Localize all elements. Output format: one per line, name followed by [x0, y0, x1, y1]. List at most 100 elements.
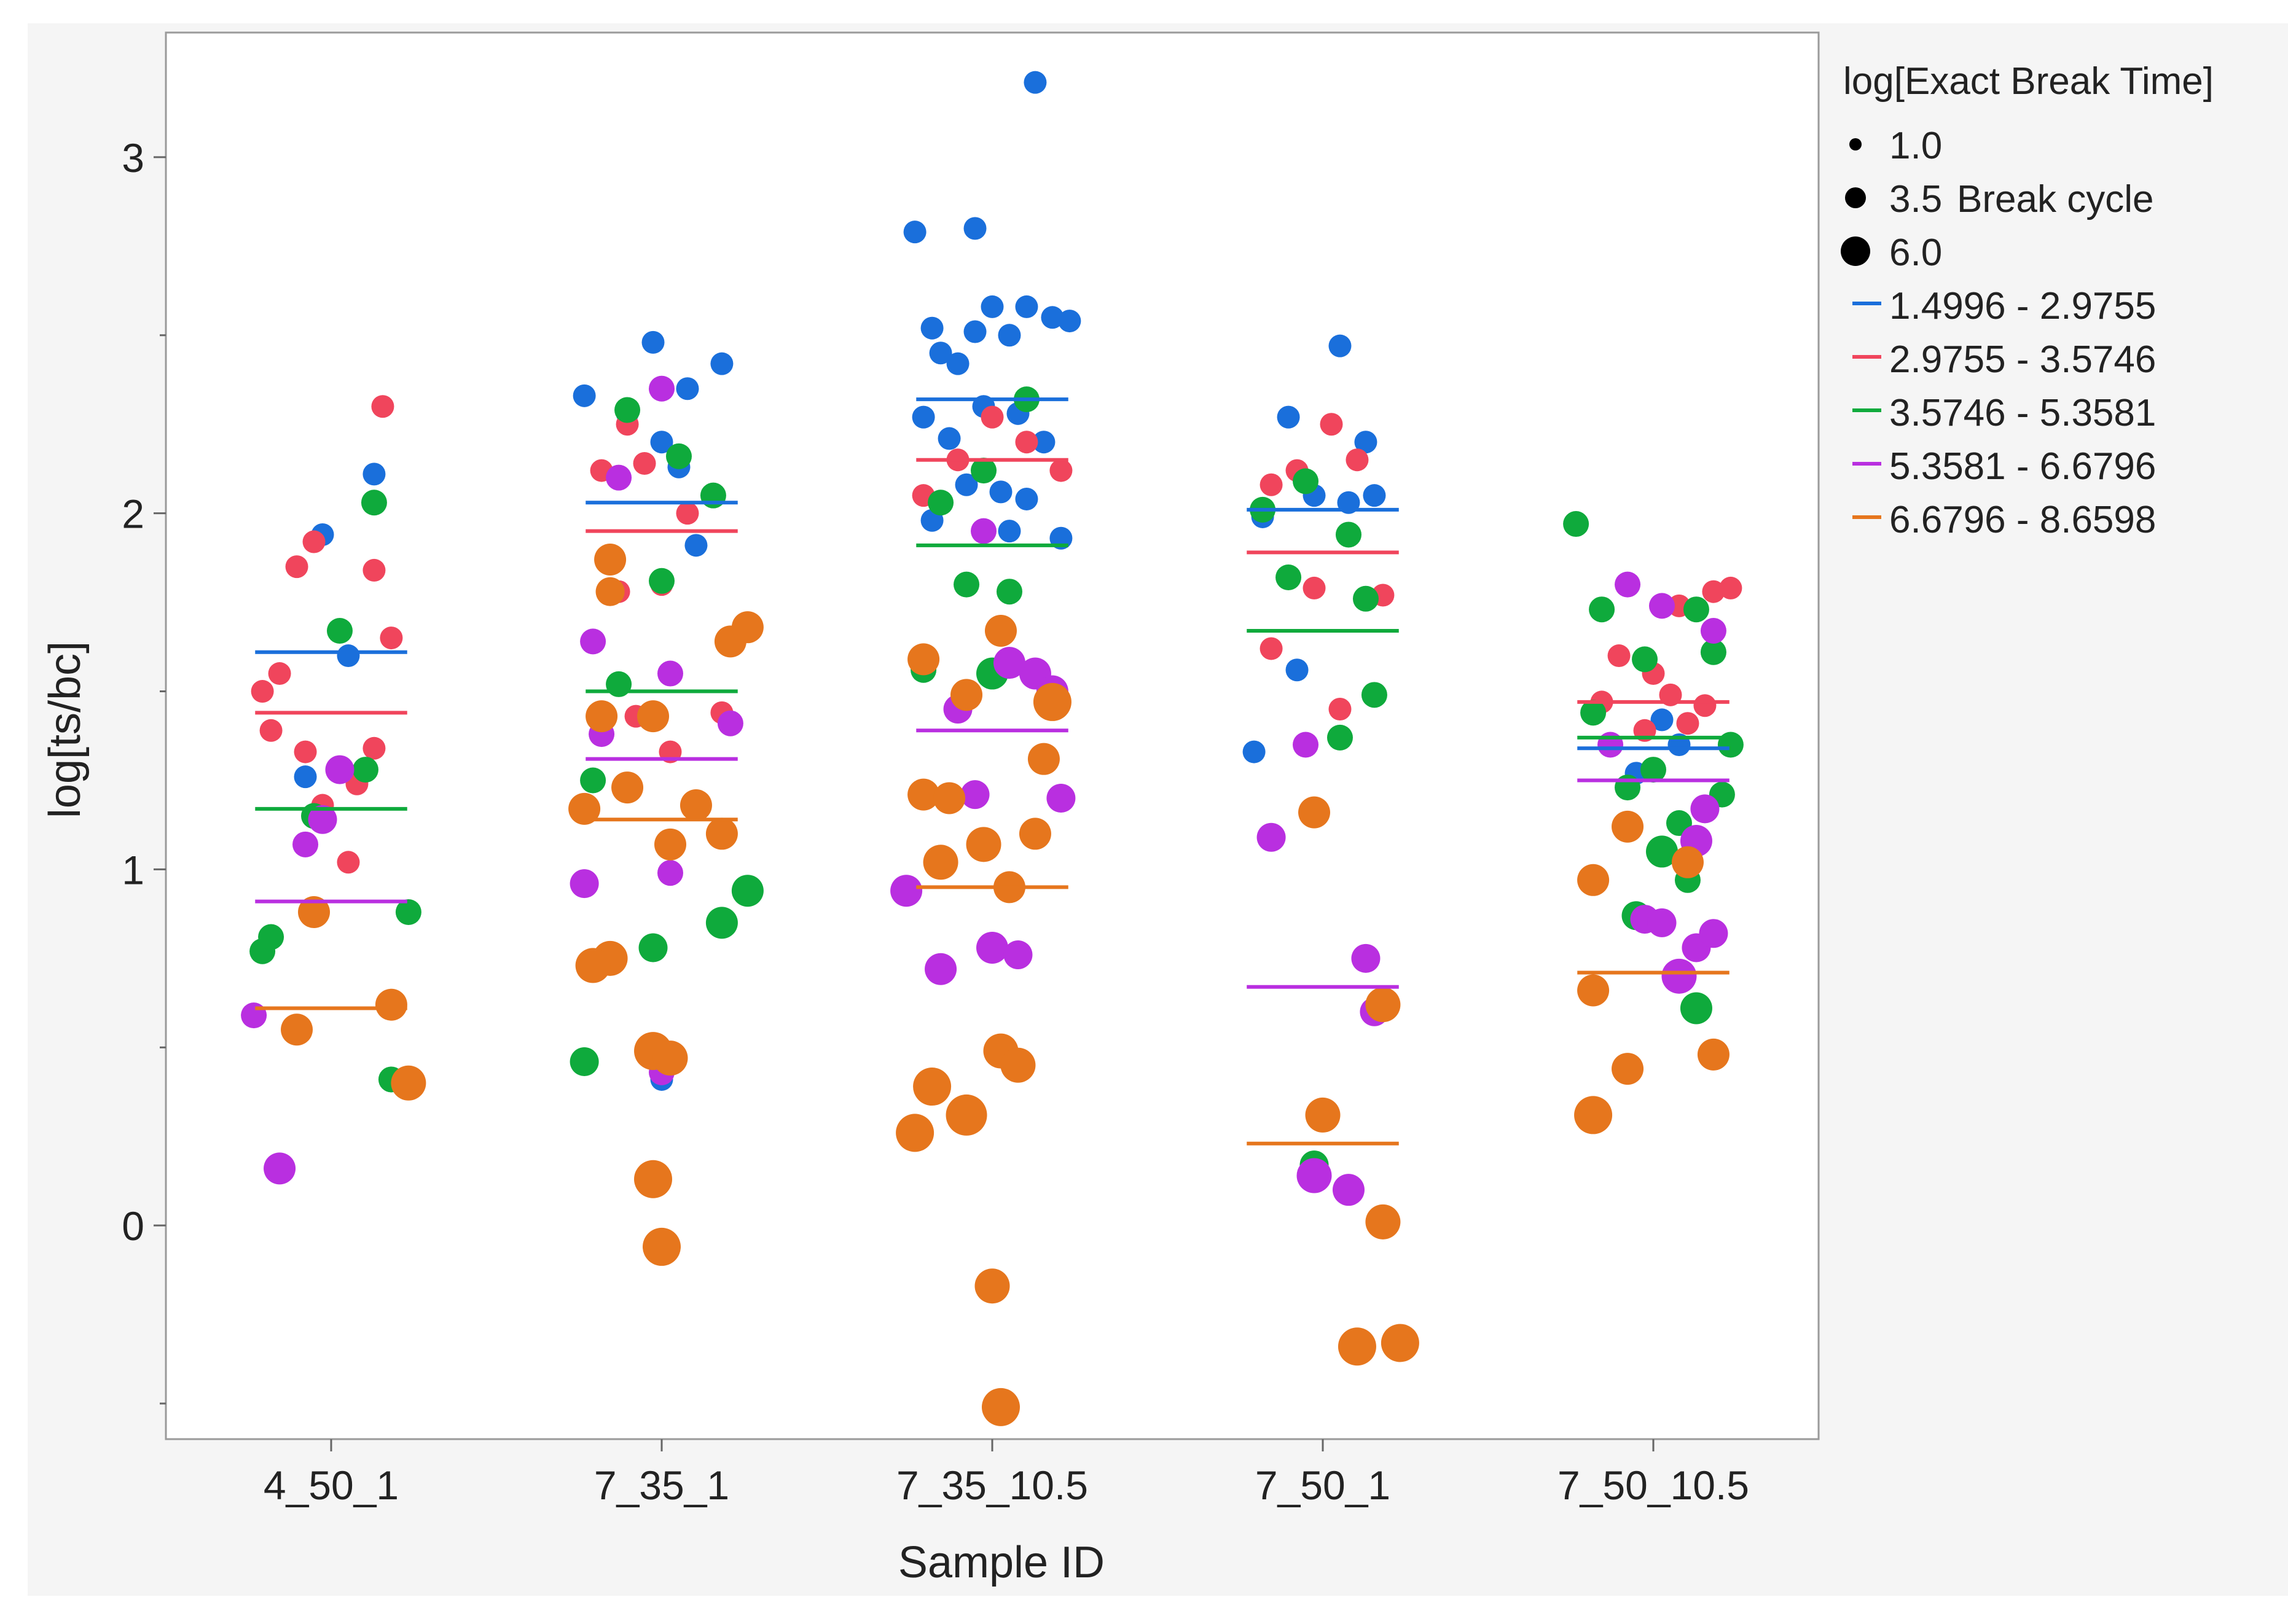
data-point — [1647, 908, 1677, 937]
data-point — [929, 342, 952, 365]
data-point — [638, 933, 668, 962]
data-point — [298, 896, 331, 928]
data-point — [337, 644, 360, 668]
data-point — [308, 805, 337, 834]
data-point — [1256, 822, 1286, 852]
data-point — [570, 1047, 599, 1076]
data-point — [268, 662, 291, 685]
y-tick-label: 2 — [122, 491, 144, 537]
data-points — [241, 71, 1744, 1426]
data-point — [960, 780, 990, 810]
x-tick-label: 7_35_10.5 — [896, 1462, 1088, 1508]
legend-size-note: Break cycle — [1957, 178, 2153, 221]
x-tick-label: 4_50_1 — [264, 1462, 399, 1508]
data-point — [1702, 580, 1725, 603]
data-point — [371, 395, 394, 418]
data-point — [1650, 708, 1674, 732]
data-point — [998, 324, 1021, 347]
data-point — [614, 397, 641, 423]
data-point — [981, 295, 1004, 318]
y-tick-label: 0 — [122, 1203, 144, 1249]
data-point — [928, 490, 954, 516]
data-point — [938, 427, 961, 450]
data-point — [586, 700, 618, 733]
data-point — [1697, 1038, 1730, 1071]
data-point — [657, 660, 683, 687]
data-point — [1260, 473, 1283, 496]
data-point — [907, 643, 940, 676]
data-point — [606, 464, 632, 491]
data-point — [981, 1388, 1020, 1426]
legend-size-label: 3.5 — [1889, 178, 1942, 221]
data-point — [1381, 1324, 1419, 1362]
legend: log[Exact Break Time] 1.0 3.5 6.0 Break cyc… — [1841, 60, 2214, 541]
data-point — [649, 375, 675, 402]
data-point — [933, 782, 966, 814]
data-point — [285, 555, 308, 579]
data-point — [1648, 593, 1675, 619]
data-point — [633, 451, 656, 475]
data-point — [974, 1268, 1010, 1304]
data-point — [731, 611, 764, 644]
legend-title: log[Exact Break Time] — [1843, 60, 2214, 103]
data-point — [1293, 468, 1319, 494]
data-point — [971, 458, 997, 484]
data-point — [700, 482, 726, 509]
data-point — [1346, 448, 1369, 472]
data-point — [966, 827, 1001, 862]
data-point — [281, 1013, 313, 1046]
chart-frame: 0 1 2 3 4_50_1 7_35_1 7_35_10.5 7_50_1 7_50_10.… — [28, 23, 2288, 1596]
data-point — [643, 1227, 681, 1266]
data-point — [1015, 487, 1038, 510]
y-ticks: 0 1 2 3 — [122, 135, 166, 1405]
data-point — [913, 1068, 952, 1106]
data-point — [1296, 1158, 1332, 1193]
legend-color-label: 3.5746 - 5.3581 — [1889, 392, 2156, 434]
data-point — [912, 405, 935, 429]
legend-color-label: 1.4996 - 2.9755 — [1889, 285, 2156, 327]
data-point — [1597, 732, 1624, 758]
legend-color-label: 5.3581 - 6.6796 — [1889, 445, 2156, 488]
legend-size-label: 1.0 — [1889, 125, 1942, 167]
data-point — [984, 614, 1017, 647]
data-point — [294, 740, 317, 763]
data-point — [1632, 646, 1658, 673]
data-point — [1615, 571, 1641, 598]
data-point — [337, 851, 360, 874]
data-point — [362, 736, 386, 760]
data-point — [575, 948, 611, 983]
data-point — [641, 330, 665, 354]
data-point — [1326, 724, 1353, 751]
x-tick-label: 7_50_1 — [1255, 1462, 1390, 1508]
data-point — [294, 765, 317, 789]
data-point — [996, 579, 1022, 605]
data-point — [676, 502, 699, 525]
data-point — [1000, 1047, 1036, 1083]
data-point — [680, 789, 712, 822]
legend-size-marker — [1841, 236, 1870, 266]
data-point — [326, 617, 353, 644]
data-point — [1328, 334, 1352, 357]
data-point — [896, 1114, 934, 1152]
data-point — [1328, 698, 1352, 721]
data-point — [1693, 694, 1717, 717]
data-point — [580, 767, 606, 794]
data-point — [684, 534, 708, 557]
data-point — [606, 671, 632, 697]
data-point — [1046, 783, 1076, 813]
x-axis-title: Sample ID — [898, 1538, 1105, 1587]
data-point — [946, 1094, 987, 1136]
data-point — [1563, 511, 1589, 537]
data-point — [971, 518, 997, 544]
data-point — [251, 680, 274, 703]
data-point — [302, 530, 326, 553]
legend-size-marker — [1845, 187, 1866, 208]
data-point — [1615, 775, 1641, 801]
data-point — [1680, 992, 1712, 1025]
data-point — [946, 352, 970, 375]
data-point — [1365, 987, 1401, 1023]
legend-color-label: 6.6796 - 8.6598 — [1889, 499, 2156, 541]
data-point — [362, 558, 386, 582]
data-point — [907, 778, 940, 811]
scatter-chart: 0 1 2 3 4_50_1 7_35_1 7_35_10.5 7_50_1 7_50_10.… — [41, 31, 2214, 1587]
